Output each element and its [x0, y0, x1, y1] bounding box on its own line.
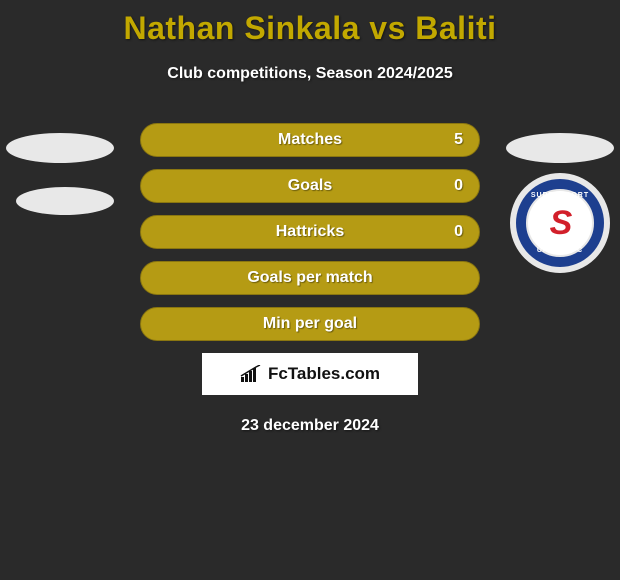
club-badge: SUPERSPORT UNITED FC S: [510, 173, 610, 273]
stat-label: Matches: [278, 131, 342, 149]
player-photo-placeholder: [506, 133, 614, 163]
subtitle: Club competitions, Season 2024/2025: [0, 65, 620, 83]
stat-label: Hattricks: [276, 223, 344, 241]
brand-box[interactable]: FcTables.com: [202, 353, 418, 395]
page-title: Nathan Sinkala vs Baliti: [0, 0, 620, 47]
left-player-column: [0, 123, 120, 225]
brand-text: FcTables.com: [268, 364, 380, 384]
stat-rows: Matches 5 Goals 0 Hattricks 0 Goals per …: [140, 123, 480, 341]
right-player-column: SUPERSPORT UNITED FC S: [500, 123, 620, 273]
stat-label: Goals: [288, 177, 332, 195]
club-badge-mark: S: [550, 204, 571, 243]
player-photo-placeholder: [6, 133, 114, 163]
stat-value: 0: [454, 177, 463, 195]
club-badge-inner: S: [528, 191, 592, 255]
stat-row-min-per-goal: Min per goal: [140, 307, 480, 341]
stat-value: 5: [454, 131, 463, 149]
stat-label: Min per goal: [263, 315, 357, 333]
bar-chart-icon: [240, 365, 262, 383]
stat-row-hattricks: Hattricks 0: [140, 215, 480, 249]
comparison-content: SUPERSPORT UNITED FC S Matches 5 Goals 0…: [0, 123, 620, 435]
date-line: 23 december 2024: [0, 417, 620, 435]
stat-label: Goals per match: [247, 269, 372, 287]
player-club-placeholder: [16, 187, 114, 215]
stat-row-goals-per-match: Goals per match: [140, 261, 480, 295]
stat-row-matches: Matches 5: [140, 123, 480, 157]
stat-value: 0: [454, 223, 463, 241]
stat-row-goals: Goals 0: [140, 169, 480, 203]
